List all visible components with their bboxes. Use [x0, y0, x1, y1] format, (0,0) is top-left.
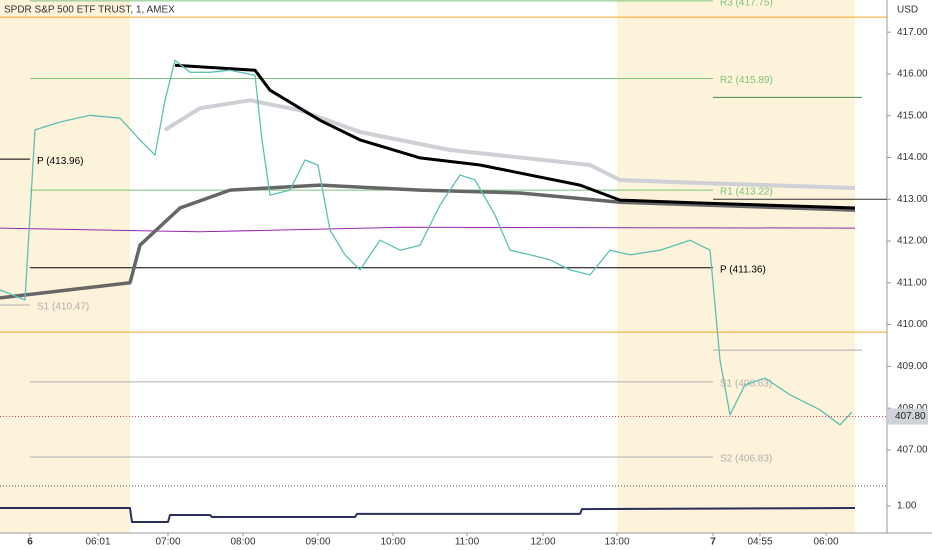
series-line	[163, 98, 856, 190]
x-tick-label: 6	[27, 537, 33, 548]
x-tick-label: 7	[710, 537, 716, 548]
x-tick-label: 10:00	[380, 537, 405, 548]
y-tick-label: 409.00	[897, 361, 928, 372]
last-price-box	[888, 408, 928, 425]
series-line	[0, 226, 856, 233]
y-tick-label: 412.00	[897, 236, 928, 247]
y-tick-label: 410.00	[897, 319, 928, 330]
level-label: R1 (413.22)	[720, 187, 773, 198]
premarket-shade	[0, 0, 130, 533]
series-line	[0, 507, 856, 523]
level-label: P (413.96)	[37, 156, 84, 167]
x-tick-label: 08:00	[230, 537, 255, 548]
x-tick-label: 11:00	[455, 537, 480, 548]
chart-title: SPDR S&P 500 ETF TRUST, 1, AMEX	[4, 5, 175, 16]
y-tick-label: 411.00	[897, 277, 927, 288]
currency: USD	[897, 5, 918, 16]
last-price-label: 407.80	[895, 411, 926, 422]
x-tick-label: 06:00	[813, 537, 838, 548]
x-tick-label: 09:00	[305, 537, 330, 548]
series-line	[0, 183, 856, 300]
y-tick-label: 416.00	[897, 69, 928, 80]
x-tick-label: 13:00	[604, 537, 629, 548]
y-tick-label: 407.00	[897, 445, 928, 456]
x-tick-label: 07:00	[155, 537, 180, 548]
y-tick-label: 417.00	[897, 27, 928, 38]
y-tick-label: 408.00	[897, 403, 928, 414]
series-line	[174, 63, 856, 210]
y-tick-label: 415.00	[897, 110, 928, 121]
x-tick-label: 12:00	[530, 537, 555, 548]
y-tick-label: 414.00	[897, 152, 928, 163]
level-label: P (411.36)	[720, 264, 766, 275]
x-tick-label: 06:01	[85, 537, 110, 548]
series-line	[0, 59, 853, 426]
x-tick-label: 04:55	[747, 537, 772, 548]
level-label: R2 (415.89)	[720, 75, 773, 86]
afterhours-shade	[617, 0, 855, 533]
level-label: S1 (410.47)	[37, 302, 89, 313]
level-label: R3 (417.75)	[720, 0, 773, 8]
level-label: S2 (406.83)	[720, 454, 772, 465]
y-tick-label: 1.00	[897, 501, 917, 512]
y-tick-label: 413.00	[897, 194, 928, 205]
